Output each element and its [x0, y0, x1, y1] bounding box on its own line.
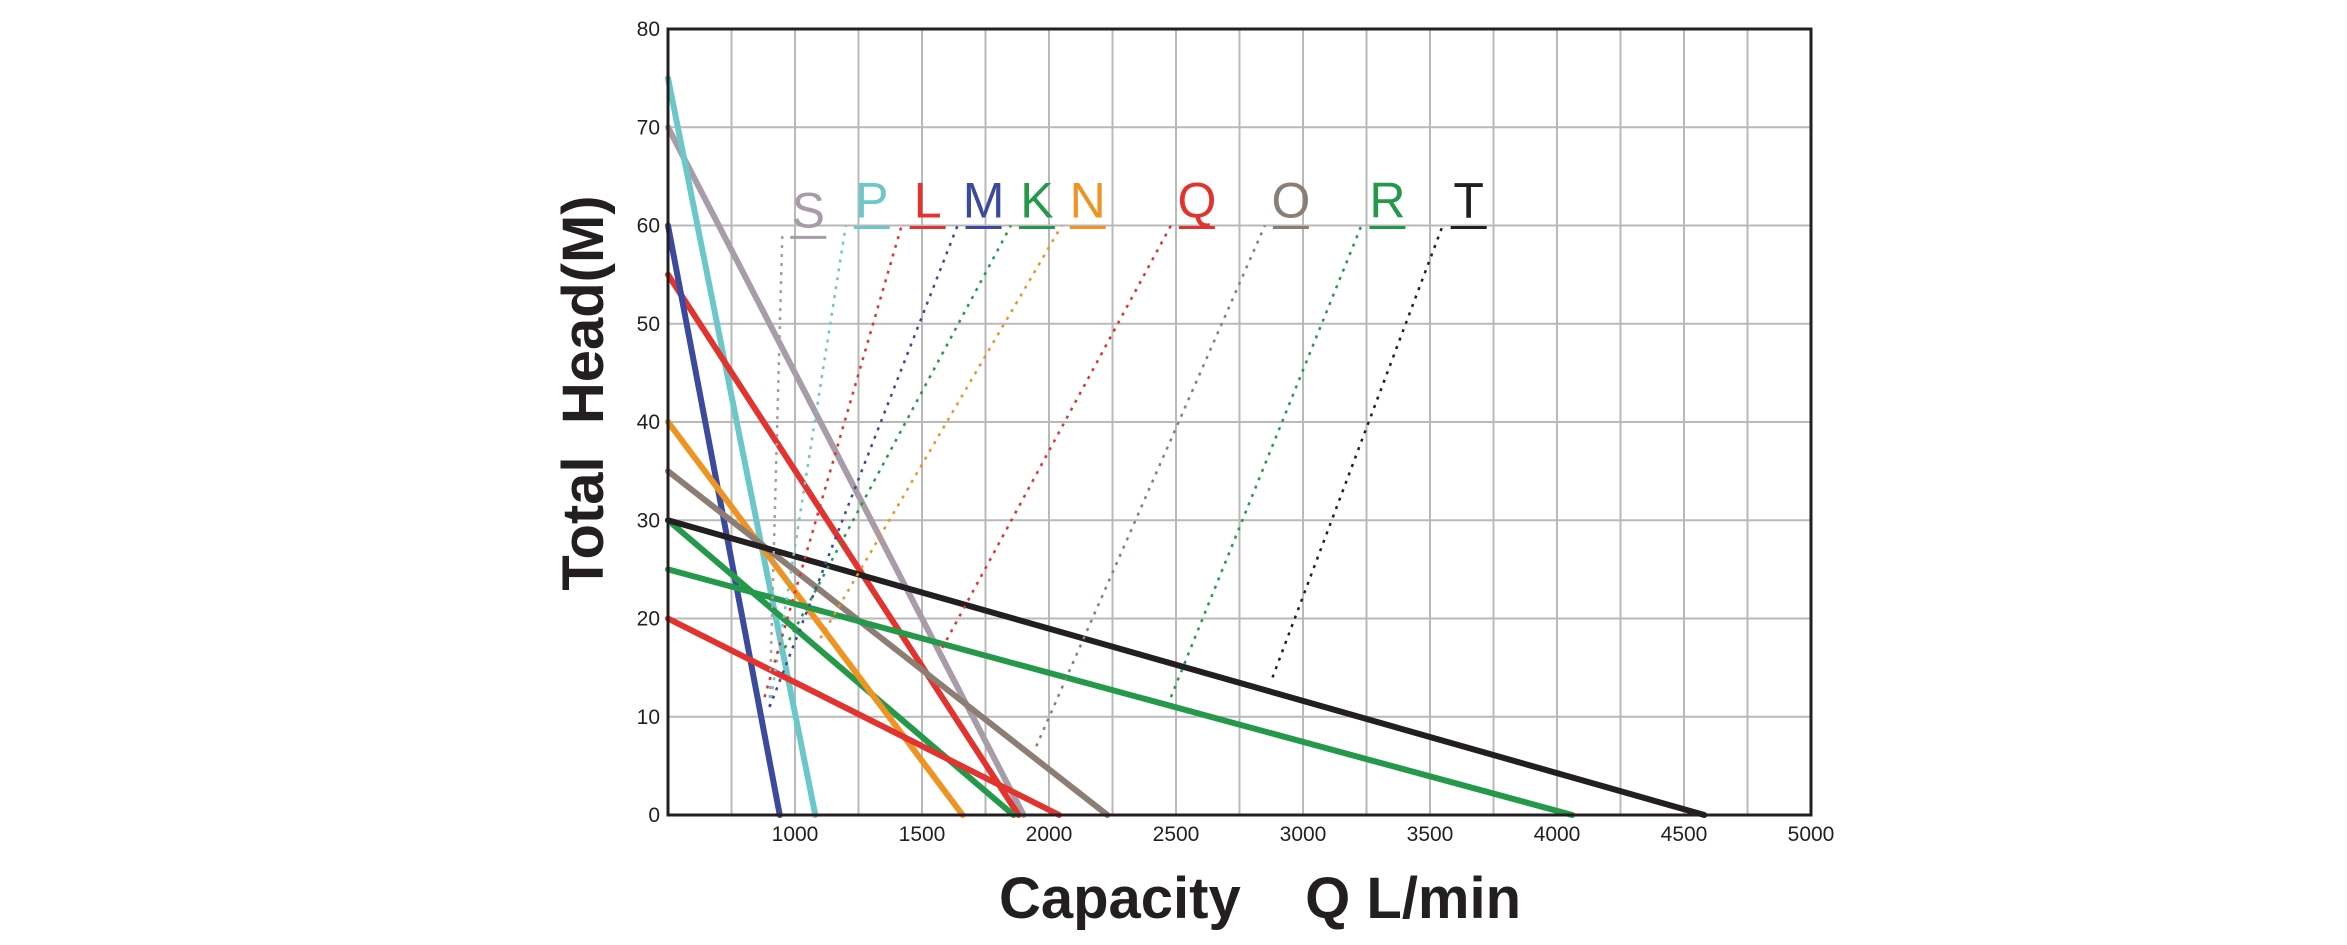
curve-label-s: S [792, 182, 825, 238]
curve-q [665, 615, 1063, 818]
y-tick-label: 30 [637, 509, 660, 532]
x-axis-title: Capacity Q L/min [999, 866, 1521, 931]
grid-lines [668, 29, 1811, 815]
curve-label-n: N [1070, 173, 1106, 229]
leader-line-s [768, 235, 784, 707]
x-tick-label: 3000 [1280, 823, 1327, 846]
x-tick-label: 5000 [1788, 823, 1835, 846]
x-tick-label: 4500 [1661, 823, 1708, 846]
plot-frame [666, 27, 1813, 817]
leader-line-n [819, 224, 1063, 639]
y-tick-label: 70 [637, 116, 660, 139]
y-tick-labels: 0 10 20 30 40 50 60 70 80 [637, 18, 660, 827]
curve-s [665, 124, 1027, 818]
curve-label-l: L [914, 173, 942, 229]
curve-label-q: Q [1177, 173, 1216, 229]
x-tick-label: 2000 [1026, 823, 1073, 846]
leader-lines [763, 224, 1444, 747]
curve-p [665, 75, 819, 818]
leader-line-o [1035, 224, 1267, 747]
y-tick-label: 80 [637, 18, 660, 41]
curve-label-r: R [1369, 173, 1405, 229]
curve-n [665, 419, 966, 818]
curve-m [665, 222, 783, 818]
y-tick-label: 50 [637, 313, 660, 336]
x-tick-label: 1500 [899, 823, 946, 846]
curve-label-k: K [1020, 173, 1053, 229]
y-tick-label: 40 [637, 411, 660, 434]
y-axis-title: Total Head(M) [551, 195, 616, 590]
curve-label-o: O [1271, 173, 1310, 229]
y-tick-label: 0 [648, 804, 660, 827]
x-tick-label: 3500 [1407, 823, 1454, 846]
curve-label-m: M [963, 173, 1005, 229]
curve-label-p: P [855, 173, 888, 229]
leader-line-l [763, 225, 903, 698]
curve-l [665, 271, 1022, 818]
pump-curves [665, 75, 1708, 818]
leader-line-t [1271, 225, 1444, 678]
leader-line-r [1169, 225, 1363, 698]
x-tick-label: 2500 [1153, 823, 1200, 846]
leader-line-p [768, 225, 848, 708]
curve-o [665, 468, 1111, 818]
x-tick-label: 1000 [772, 823, 819, 846]
y-tick-label: 60 [637, 215, 660, 238]
y-tick-label: 20 [637, 608, 660, 631]
curve-label-t: T [1453, 173, 1484, 229]
curve-r [665, 566, 1576, 818]
curve-t [665, 517, 1708, 818]
y-tick-label: 10 [637, 706, 660, 729]
x-tick-labels: 1000 1500 2000 2500 3000 3500 4000 4500 5000 [772, 823, 1835, 846]
curve-k [665, 517, 1017, 818]
x-tick-label: 4000 [1534, 823, 1581, 846]
